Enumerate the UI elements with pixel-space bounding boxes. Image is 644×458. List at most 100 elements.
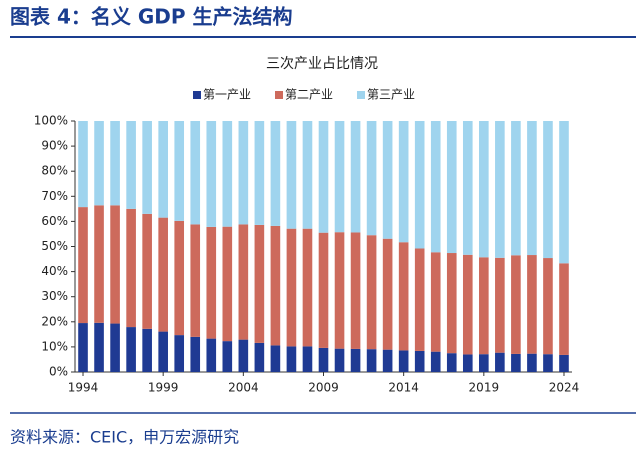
bar-segment: [286, 346, 297, 372]
bar-segment: [398, 350, 409, 372]
bar-segment: [559, 354, 569, 372]
bar-segment: [110, 323, 120, 372]
bar-segment: [206, 121, 217, 227]
bar-segment: [559, 263, 569, 355]
bar-segment: [543, 121, 553, 259]
bar-segment: [543, 354, 553, 372]
x-tick-label: 2009: [308, 381, 339, 395]
bar-segment: [78, 121, 88, 208]
bar-segment: [350, 348, 361, 372]
bar-segment: [318, 347, 329, 372]
bar-segment: [350, 232, 361, 349]
bar-segment: [414, 248, 425, 351]
bar-segment: [318, 121, 329, 233]
bar-segment: [511, 353, 521, 372]
bar-segment: [142, 328, 152, 372]
x-tick-label: 2024: [549, 381, 580, 395]
y-tick-label: 90%: [41, 139, 68, 153]
bar-segment: [238, 121, 249, 225]
bar-segment: [334, 121, 345, 233]
bar-segment: [446, 353, 457, 372]
y-tick-label: 60%: [41, 214, 68, 228]
bar-segment: [366, 121, 377, 236]
bar-segment: [270, 345, 281, 372]
bar-segment: [190, 336, 201, 372]
bar-segment: [495, 257, 505, 353]
chart-title: 三次产业占比情况: [266, 56, 378, 72]
bar-segment: [286, 228, 297, 347]
bar-segment: [334, 348, 345, 372]
bar-segment: [222, 226, 233, 342]
bar-segment: [527, 353, 537, 372]
bar-segment: [286, 121, 297, 229]
bar-segment: [430, 121, 441, 253]
bar-segment: [366, 349, 377, 372]
bar-segment: [126, 121, 136, 209]
bar-segment: [495, 352, 505, 372]
bar-segment: [222, 121, 233, 227]
bar-segment: [206, 226, 217, 339]
bar-segment: [238, 339, 249, 372]
bar-segment: [414, 350, 425, 372]
bar-segment: [302, 228, 313, 347]
bar-segment: [462, 121, 473, 255]
bar-segment: [462, 254, 473, 355]
bar-segment: [302, 121, 313, 229]
bar-segment: [462, 354, 473, 372]
bar-segment: [527, 255, 537, 354]
bar-segment: [543, 258, 553, 355]
bar-segment: [158, 331, 168, 372]
bar-segment: [479, 354, 489, 372]
legend-swatch: [193, 91, 201, 99]
bar-segment: [110, 205, 120, 324]
legend-swatch: [275, 91, 283, 99]
bar-segment: [318, 232, 329, 348]
bar-segment: [350, 121, 361, 233]
bar-segment: [479, 121, 489, 258]
bar-segment: [511, 255, 521, 354]
bar-segment: [254, 342, 265, 372]
bar-segment: [94, 322, 104, 372]
bar-segment: [142, 121, 152, 214]
bar-segment: [270, 225, 281, 346]
bar-segment: [334, 232, 345, 349]
bar-segment: [382, 238, 393, 350]
bar-segment: [94, 121, 104, 206]
legend-label: 第三产业: [367, 88, 415, 102]
bar-segment: [110, 121, 120, 206]
bar-segment: [206, 338, 217, 372]
bar-segment: [366, 235, 377, 350]
y-tick-label: 30%: [41, 289, 68, 303]
bar-segment: [190, 121, 201, 225]
legend-label: 第一产业: [203, 88, 251, 102]
bar-segment: [94, 205, 104, 323]
bar-segment: [142, 213, 152, 329]
y-tick-label: 20%: [41, 314, 68, 328]
x-tick-label: 2014: [388, 381, 419, 395]
bar-segment: [270, 121, 281, 226]
bar-segment: [398, 121, 409, 243]
y-tick-label: 0%: [49, 365, 68, 379]
bar-segment: [495, 121, 505, 258]
bar-segment: [126, 327, 136, 372]
bar-segment: [414, 121, 425, 249]
bar-segment: [190, 224, 201, 337]
bar-segment: [430, 351, 441, 372]
bar-segment: [222, 341, 233, 372]
y-tick-label: 100%: [34, 114, 68, 128]
bar-segment: [446, 121, 457, 254]
legend-label: 第二产业: [285, 88, 333, 102]
legend-swatch: [357, 91, 365, 99]
bar-segment: [559, 121, 569, 264]
bar-segment: [78, 323, 88, 372]
y-tick-label: 50%: [41, 239, 68, 253]
bar-segment: [254, 224, 265, 343]
bar-segment: [174, 121, 185, 221]
bar-segment: [382, 349, 393, 372]
y-tick-label: 80%: [41, 164, 68, 178]
bar-segment: [479, 257, 489, 355]
source-note: 资料来源：CEIC，申万宏源研究: [10, 428, 239, 447]
bar-segment: [527, 121, 537, 256]
